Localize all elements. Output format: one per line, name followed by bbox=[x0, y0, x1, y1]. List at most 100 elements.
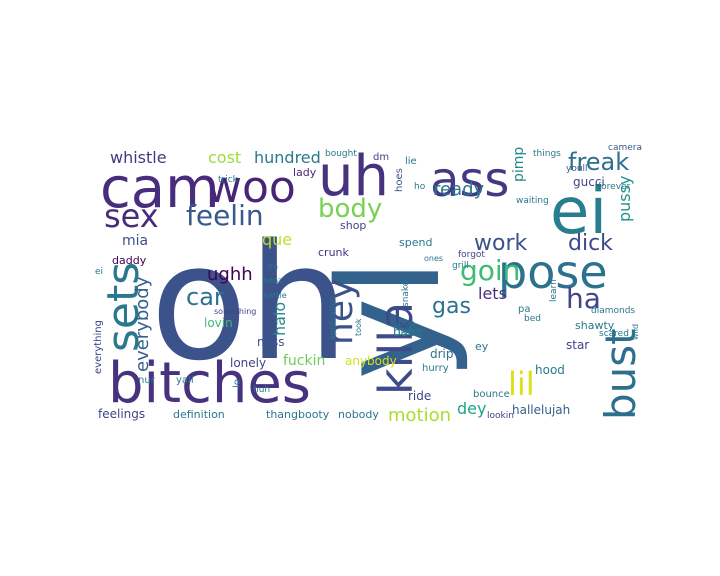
cloud-word: lie bbox=[405, 156, 417, 167]
cloud-word: hoes bbox=[394, 168, 405, 192]
cloud-word: bitches bbox=[108, 351, 311, 416]
cloud-word: feelings bbox=[98, 407, 145, 421]
cloud-word: snake bbox=[401, 280, 411, 307]
cloud-word: gas bbox=[432, 294, 471, 319]
cloud-word: que bbox=[262, 230, 292, 249]
cloud-word: crunk bbox=[318, 246, 350, 259]
cloud-word: learn bbox=[549, 279, 559, 302]
cloud-word: application bbox=[328, 296, 337, 340]
cloud-word: dick bbox=[568, 231, 613, 256]
cloud-word: waiting bbox=[516, 196, 549, 206]
cloud-word: benz bbox=[263, 276, 282, 285]
cloud-word: youll bbox=[566, 164, 588, 174]
cloud-word: dm bbox=[373, 152, 389, 163]
cloud-word: freak bbox=[568, 148, 629, 176]
cloud-word: sets bbox=[98, 262, 149, 352]
cloud-word: feelin bbox=[186, 199, 264, 232]
cloud-word: wild bbox=[631, 324, 640, 340]
cloud-word: lil bbox=[508, 365, 535, 403]
cloud-word: anybody bbox=[345, 354, 397, 368]
cloud-word: lonely bbox=[230, 356, 266, 370]
cloud-word: car bbox=[186, 283, 224, 311]
cloud-word: forever bbox=[598, 182, 631, 192]
cloud-word: boo bbox=[398, 319, 415, 329]
cloud-word: oh bbox=[150, 209, 349, 396]
cloud-word: grill bbox=[452, 261, 469, 271]
cloud-word: things bbox=[533, 149, 561, 159]
cloud-word: ei bbox=[550, 175, 607, 249]
cloud-word: halo bbox=[270, 302, 289, 336]
cloud-word: daddy bbox=[112, 254, 147, 267]
cloud-word: shop bbox=[340, 219, 366, 232]
cloud-word: gucci bbox=[573, 175, 605, 189]
cloud-word: yall bbox=[176, 375, 194, 386]
cloud-word: lookin bbox=[487, 411, 514, 421]
cloud-word: star bbox=[566, 338, 589, 352]
cloud-word: motion bbox=[388, 405, 451, 426]
cloud-word: lets bbox=[478, 284, 507, 303]
cloud-word: sex bbox=[104, 197, 159, 235]
cloud-word: lady bbox=[293, 166, 317, 179]
cloud-word: da bbox=[268, 262, 278, 271]
cloud-word: spend bbox=[399, 236, 432, 249]
cloud-word: ride bbox=[408, 389, 431, 403]
cloud-word: scared bbox=[599, 329, 629, 339]
cloud-word: ho bbox=[414, 182, 426, 192]
cloud-word: ha bbox=[566, 282, 601, 315]
cloud-word: drip bbox=[430, 347, 454, 361]
cloud-word: body bbox=[318, 194, 382, 224]
cloud-word: took bbox=[354, 318, 363, 336]
cloud-word: cam bbox=[100, 156, 220, 221]
cloud-word: shawty bbox=[575, 319, 615, 332]
cloud-word: bust bbox=[596, 328, 645, 420]
cloud-word: hundred bbox=[254, 148, 321, 167]
cloud-word: something bbox=[214, 307, 256, 316]
cloud-word: bounce bbox=[473, 389, 510, 400]
cloud-word: camera bbox=[608, 143, 642, 153]
cloud-word: bed bbox=[524, 314, 541, 324]
cloud-word: ughh bbox=[207, 264, 253, 285]
cloud-word: fuckin bbox=[283, 353, 325, 369]
cloud-word: nobody bbox=[338, 408, 379, 421]
cloud-word: ass bbox=[430, 152, 509, 208]
cloud-word: nur bbox=[138, 375, 156, 386]
cloud-word: mia bbox=[122, 233, 148, 249]
cloud-word: forgot bbox=[458, 250, 485, 260]
cloud-word: definition bbox=[173, 408, 225, 421]
cloud-word: babe bbox=[393, 325, 423, 339]
cloud-word: ei bbox=[95, 267, 103, 277]
cloud-word: uh bbox=[318, 144, 389, 209]
cloud-word: work bbox=[474, 231, 527, 256]
cloud-word: ones bbox=[424, 254, 443, 263]
cloud-word: thangbooty bbox=[266, 408, 330, 421]
cloud-word: everything bbox=[93, 320, 104, 374]
cloud-word: whistle bbox=[110, 148, 167, 167]
cloud-word: everybody bbox=[132, 276, 153, 372]
cloud-word: goin bbox=[460, 254, 520, 287]
cloud-word: woo bbox=[206, 162, 296, 213]
cloud-word: lovin bbox=[204, 316, 233, 330]
cloud-word: pussy bbox=[615, 176, 634, 222]
cloud-word: hood bbox=[535, 363, 565, 377]
cloud-word: lo bbox=[232, 379, 243, 388]
cloud-word: pa bbox=[518, 304, 530, 315]
cloud-word: hurry bbox=[422, 363, 449, 374]
cloud-word: floor bbox=[398, 327, 417, 336]
cloud-word: hey bbox=[320, 279, 361, 345]
cloud-word: dey bbox=[457, 399, 486, 418]
cloud-word: huh bbox=[253, 385, 270, 395]
cloud-word: pimp bbox=[511, 147, 527, 182]
cloud-word: pose bbox=[498, 245, 608, 299]
cloud-word: yl bbox=[309, 258, 472, 380]
cloud-word: cost bbox=[208, 148, 241, 167]
cloud-word: ready bbox=[433, 179, 485, 200]
cloud-word: miss bbox=[257, 335, 285, 349]
cloud-word: cattle bbox=[264, 291, 287, 300]
cloud-word: diamonds bbox=[591, 306, 635, 316]
cloud-word: trick bbox=[218, 175, 239, 185]
cloud-word: ey bbox=[475, 340, 489, 353]
cloud-word: bought bbox=[325, 149, 357, 159]
cloud-word: hallelujah bbox=[512, 403, 570, 417]
cloud-word: killa bbox=[369, 302, 423, 395]
